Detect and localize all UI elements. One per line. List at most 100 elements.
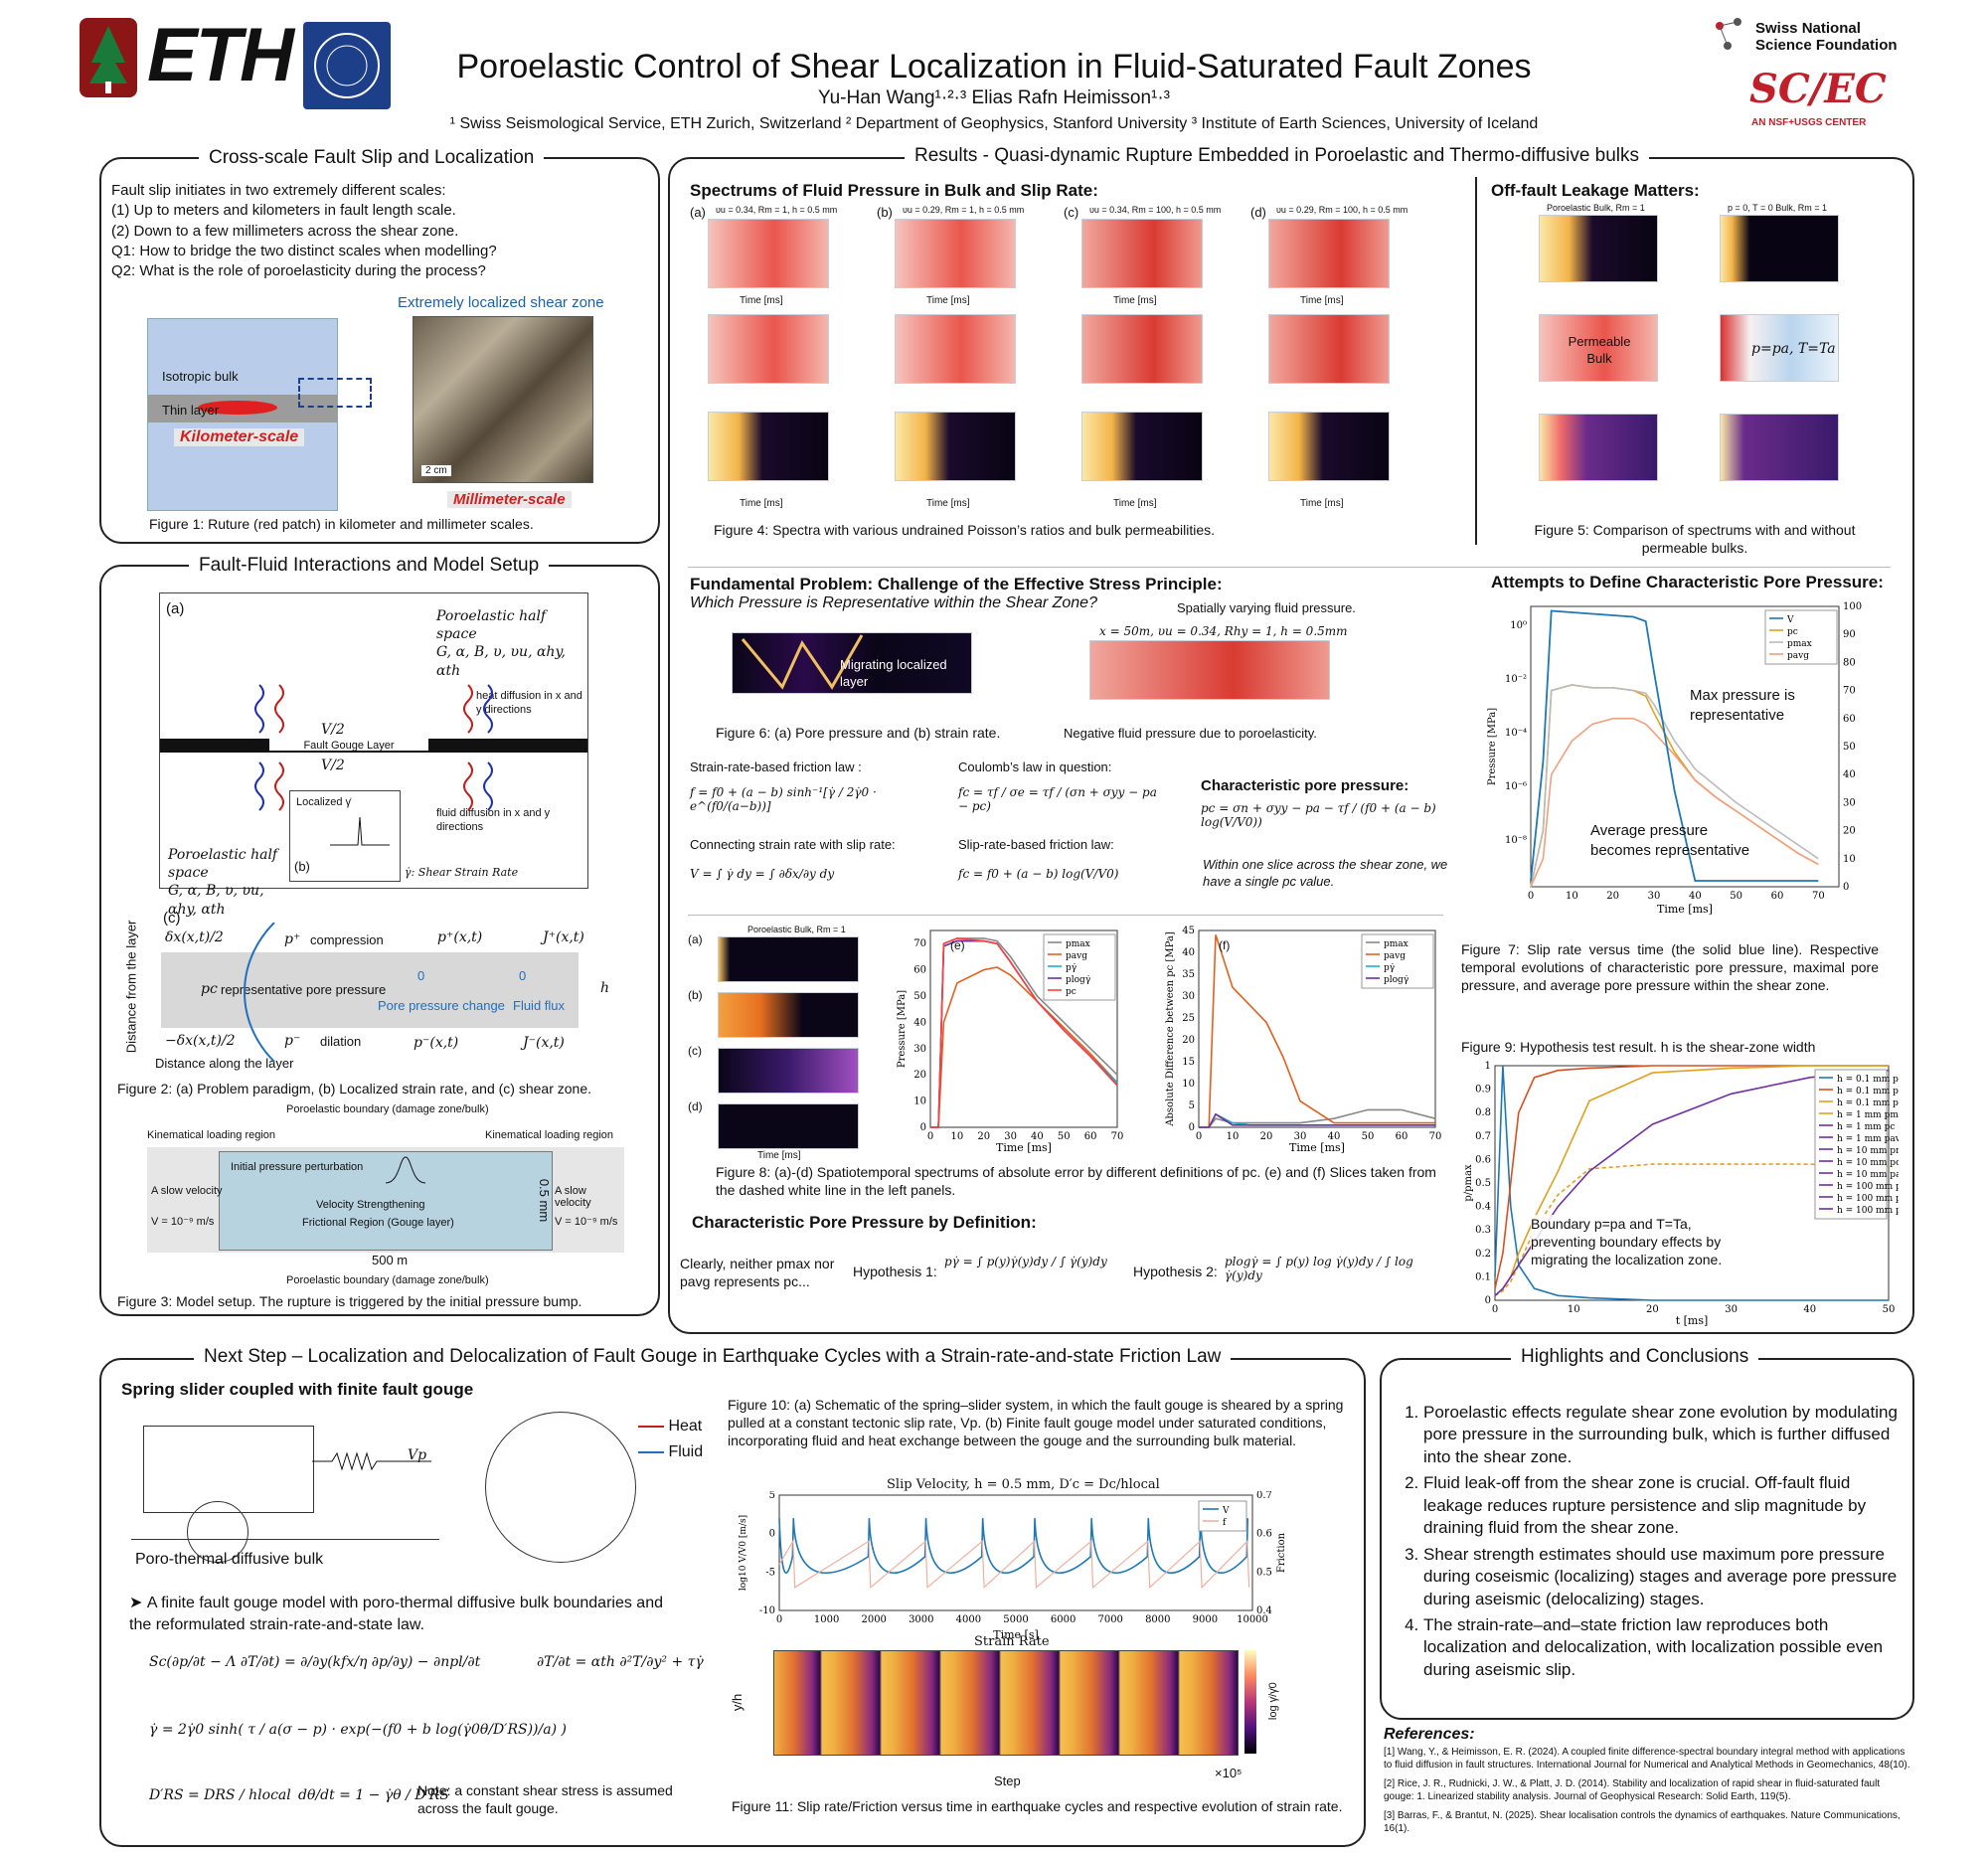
eq-hyp2: plogγ̇ = ∫ p(y) log γ̇(y)dy / ∫ log γ̇(y… [1225,1255,1413,1282]
sr-xlabel: Step [994,1773,1021,1788]
y2-tick-label: 0.7 [1256,1491,1272,1501]
fig8-b-panel [718,992,859,1038]
y-axis-label: log10 V/V0 [m/s] [739,1515,748,1591]
x-axis-label: t [ms] [1676,1314,1709,1326]
y-tick-label: 35 [1182,969,1195,980]
fig8-d-panel [718,1103,859,1149]
legend-box [1043,933,1116,1001]
fig5-left-row2 [1539,314,1658,382]
y2-tick-label: 20 [1843,826,1856,837]
x-tick-label: 10 [950,1131,963,1142]
series-line-pmax [1199,1108,1436,1128]
figure-9-caption: Figure 9: Hypothesis test result. h is t… [1461,1039,1816,1055]
figure-7-caption: Figure 7: Slip rate versus time (the sol… [1461,941,1879,994]
fig3-v-right: V = 10⁻⁹ m/s [555,1216,618,1228]
rupture-patch [198,401,277,415]
reference-3: [3] Barras, F., & Brantut, N. (2025). Sh… [1384,1810,1901,1834]
strain-rate-law-label: Strain-rate-based friction law : [690,759,862,774]
fig4-a-row1 [708,219,829,288]
fundamental-title: Fundamental Problem: Challenge of the Ef… [690,575,1223,593]
y2-tick-label: 10 [1843,854,1856,865]
fig4-label-c: (c) [1064,205,1079,220]
fig11a-chart: 0 1000 2000 3000 4000 5000 6000 7000 8000 9000 100… [739,1491,1287,1640]
x-tick-label: 20 [1260,1131,1273,1142]
heat-label: Heat [668,1418,703,1434]
label-kilometer-scale: Kilometer-scale [174,428,305,446]
fig6-params: x = 50m, υu = 0.34, Rhy = 1, h = 0.5mm [1099,624,1348,638]
label-b: (b) [294,859,310,874]
spring-title: Spring slider coupled with finite fault … [121,1380,474,1399]
fig4-param-c: υu = 0.34, Rm = 100, h = 0.5 mm [1089,205,1222,215]
fig8-label-c: (c) [688,1044,702,1058]
permeable-bulk-label: Permeable Bulk [1568,334,1631,366]
x-tick-label: 6000 [1051,1614,1076,1625]
sr-ylabel: y/h [730,1693,746,1712]
x-tick-label: 7000 [1097,1614,1122,1625]
fig5-right-row3 [1720,414,1839,481]
heat-diffusion-label: heat diffusion in x and y directions [476,690,582,717]
fig3-vs-label: Velocity Strengthening [316,1199,425,1211]
slider-block [143,1426,314,1513]
fig4-time-b3: Time [ms] [926,498,970,509]
legend-entry: pavg [1066,951,1087,961]
y-tick-label: 0.2 [1475,1249,1491,1260]
fig4-a-row2 [708,314,829,384]
boundary-label: p=pa, T=Ta [1751,341,1836,357]
leakage-title: Off-fault Leakage Matters: [1491,181,1700,200]
fig5-left-row3 [1539,414,1658,481]
label-c: (c) [163,910,181,927]
stanford-logo [80,18,137,97]
eq-pc: pc = σn + σyy − pa − τf / (f0 + (a − b) … [1201,801,1436,829]
legend-box [1361,933,1434,989]
legend-entry: h = 0.1 mm pc [1837,1087,1899,1097]
zoom-circle [187,1501,248,1563]
series-line-f [778,1539,1250,1590]
series-line-pmax [1530,684,1819,888]
fluid-legend: Fluid [638,1441,703,1463]
highlights-panel [1380,1358,1914,1720]
boundary-note: Boundary p=pa and T=Ta, preventing bound… [1531,1215,1730,1269]
label-a: (a) [166,600,185,617]
x-tick-label: 10 [1568,1304,1580,1315]
sr-title: Strain Rate [974,1634,1050,1649]
figure-8-spectra: Poroelastic Bulk, Rm = 1 (a) (b) (c) (d)… [688,925,877,1161]
rep-pressure-label: representative pore pressure [221,982,387,997]
migrating-layer-curve [741,634,864,690]
y-axis-label: Pressure [MPa] [897,990,908,1068]
x-tick-label: 4000 [956,1614,981,1625]
y-tick-label: 20 [913,1070,926,1081]
fig8e-chart: 0 10 20 30 40 50 60 70 0 10 20 30 40 50 60 70 Time [ms] P… [897,929,1123,1153]
fig4-time-a1: Time [ms] [740,295,783,306]
y-tick-label: 5 [1189,1100,1195,1111]
highlights-list: Poroelastic effects regulate shear zone … [1390,1402,1899,1685]
series-line-pavg [930,966,1118,1128]
series-line-h-1-mm [1494,1065,1889,1289]
fig5-left-row1 [1539,215,1658,282]
x-tick-label: 0 [927,1131,933,1142]
results-hr-1 [688,567,1891,568]
v-half-top: V/2 [321,722,345,738]
x-tick-label: 0 [1492,1304,1498,1315]
y2-axis-label: Friction [1276,1532,1287,1573]
eq-gouge-3: γ̇ = 2γ̇0 sinh( τ / a(σ − p) · exp(−(f0 … [149,1722,567,1738]
references-title: References: [1384,1726,1475,1743]
gouge-circle [485,1412,636,1563]
x-tick-label: 60 [1771,891,1784,902]
x-tick-label: 0 [1196,1131,1202,1142]
fluid-diffusion-label: fluid diffusion in x and y directions [436,807,551,834]
y-axis-label: p/pmax [1463,1164,1474,1202]
cross-scale-q1: Q1: How to bridge the two distinct scale… [111,242,497,259]
y-tick-label: 45 [1182,926,1195,936]
fig3-len-label: 500 m [372,1253,409,1267]
x-tick-label: 2000 [861,1614,886,1625]
molecule-icon [1716,18,1741,50]
legend-entry: plogγ̇ [1384,975,1408,985]
legend-box [1198,1500,1247,1532]
block-diagram: Isotropic bulk Thin layer Kilometer-scal… [147,318,338,511]
y-tick-label: 0 [1485,1295,1491,1306]
label-isotropic-bulk: Isotropic bulk [162,369,239,384]
scec-logo: SC/EC [1749,66,1887,112]
h-label: h [248,740,257,756]
figure-11-caption: Figure 11: Slip rate/Friction versus tim… [732,1798,1343,1814]
y-tick-label: 20 [1182,1035,1195,1046]
